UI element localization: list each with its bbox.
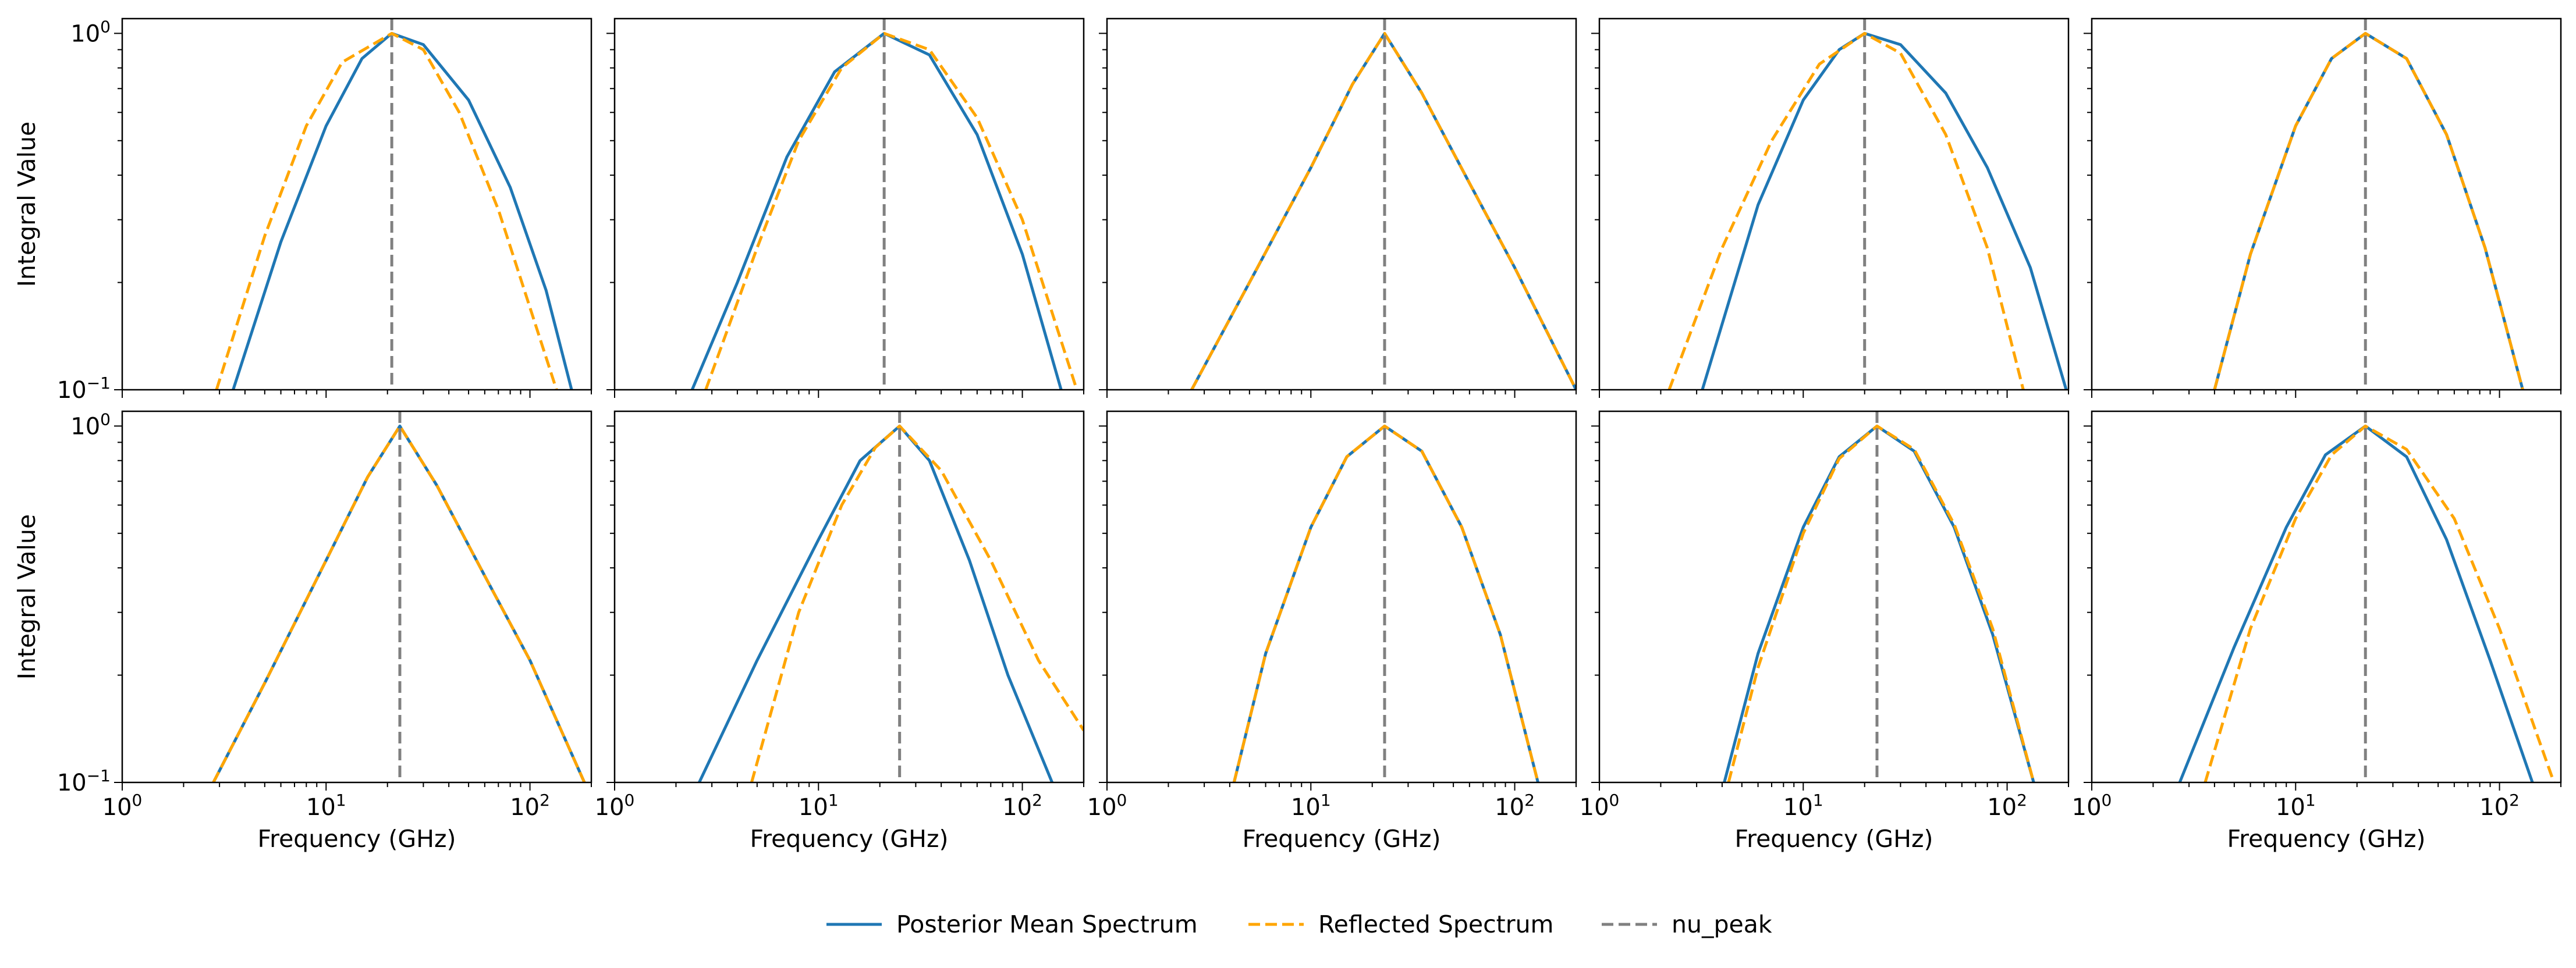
y-axis-label: Integral Value — [13, 122, 41, 287]
reflected-spectrum-line — [215, 31, 558, 390]
panel-frame — [1106, 17, 1577, 391]
reflected-spectrum-line — [704, 31, 1078, 390]
panel-r1c1: 10−1 100 Integral Value — [13, 17, 592, 404]
y-axis-label: Integral Value — [13, 514, 41, 679]
reflected-spectrum-line — [2204, 424, 2556, 782]
reflected-spectrum-line — [2213, 31, 2524, 390]
x-tick-label: 100 — [2072, 791, 2112, 821]
legend-label: Posterior Mean Spectrum — [896, 910, 1198, 938]
y-tick-label: 100 — [70, 410, 111, 440]
reflected-spectrum-line — [1667, 31, 2025, 390]
plot-area — [1667, 19, 2068, 390]
x-tick-label: 101 — [799, 791, 839, 821]
reflected-spectrum-line — [750, 424, 1084, 782]
panel-frame — [1598, 410, 2070, 784]
x-axis-label: Frequency (GHz) — [1735, 825, 1933, 853]
y-tick-label: 10−1 — [57, 373, 111, 404]
legend-item: Reflected Spectrum — [1248, 910, 1554, 938]
x-tick-label: 100 — [595, 791, 635, 821]
x-tick-label: 102 — [510, 791, 550, 821]
panel-frame — [1598, 17, 2070, 391]
plot-area — [215, 19, 573, 390]
plot-area — [2178, 411, 2556, 782]
x-tick-label: 101 — [1783, 791, 1823, 821]
panel-r1c4 — [1591, 17, 2070, 398]
posterior-mean-line — [690, 31, 1063, 390]
x-tick-label: 100 — [102, 791, 143, 821]
x-axis-label: Frequency (GHz) — [258, 825, 456, 853]
panel-frame — [121, 17, 592, 391]
posterior-mean-line — [2213, 31, 2524, 390]
panel-frame — [2091, 410, 2562, 784]
panel-frame — [613, 17, 1085, 391]
plot-area — [1232, 411, 1539, 782]
y-tick-label: 10−1 — [57, 766, 111, 796]
plot-area — [1190, 19, 1576, 390]
x-axis-label: Frequency (GHz) — [2227, 825, 2426, 853]
panel-r1c2 — [606, 17, 1085, 398]
posterior-mean-line — [698, 424, 1054, 782]
plot-area — [690, 19, 1078, 390]
x-tick-label: 102 — [1987, 791, 2027, 821]
x-tick-label: 100 — [1087, 791, 1127, 821]
reflected-spectrum-line — [1232, 424, 1539, 782]
panel-frame — [1106, 410, 1577, 784]
panel-r1c3 — [1099, 17, 1577, 398]
x-tick-label: 101 — [1291, 791, 1331, 821]
x-axis-label: Frequency (GHz) — [750, 825, 949, 853]
panel-r2c2: 100 101 102 Frequency (GHz) — [595, 410, 1085, 853]
x-tick-label: 101 — [2276, 791, 2316, 821]
panel-frame — [121, 410, 592, 784]
x-tick-label: 102 — [2479, 791, 2520, 821]
posterior-mean-line — [1701, 31, 2068, 390]
posterior-mean-line — [232, 31, 573, 390]
plot-area — [2213, 19, 2524, 390]
panel-r2c4: 100 101 102 Frequency (GHz) — [1580, 410, 2070, 853]
plot-area — [212, 411, 586, 782]
x-tick-label: 101 — [306, 791, 346, 821]
panel-frame — [2091, 17, 2562, 391]
panel-r2c5: 100 101 102 Frequency (GHz) — [2072, 410, 2562, 853]
panel-r2c3: 100 101 102 Frequency (GHz) — [1087, 410, 1577, 853]
x-tick-label: 100 — [1580, 791, 1620, 821]
panel-r1c5 — [2084, 17, 2562, 398]
x-tick-label: 102 — [1495, 791, 1535, 821]
legend-label: Reflected Spectrum — [1318, 910, 1554, 938]
x-tick-label: 102 — [1002, 791, 1042, 821]
panel-frame — [613, 410, 1085, 784]
legend-label: nu_peak — [1672, 910, 1772, 938]
posterior-mean-line — [2178, 424, 2534, 782]
y-tick-label: 100 — [70, 17, 111, 47]
reflected-spectrum-line — [212, 424, 586, 782]
plot-area — [1723, 411, 2035, 782]
legend-item: Posterior Mean Spectrum — [826, 910, 1198, 938]
x-axis-label: Frequency (GHz) — [1243, 825, 1441, 853]
legend: Posterior Mean Spectrum Reflected Spectru… — [826, 910, 1772, 938]
reflected-spectrum-line — [1727, 424, 2035, 782]
legend-item: nu_peak — [1602, 910, 1772, 938]
posterior-mean-line — [1723, 424, 2035, 782]
plot-area — [698, 411, 1084, 782]
reflected-spectrum-line — [1190, 31, 1576, 390]
